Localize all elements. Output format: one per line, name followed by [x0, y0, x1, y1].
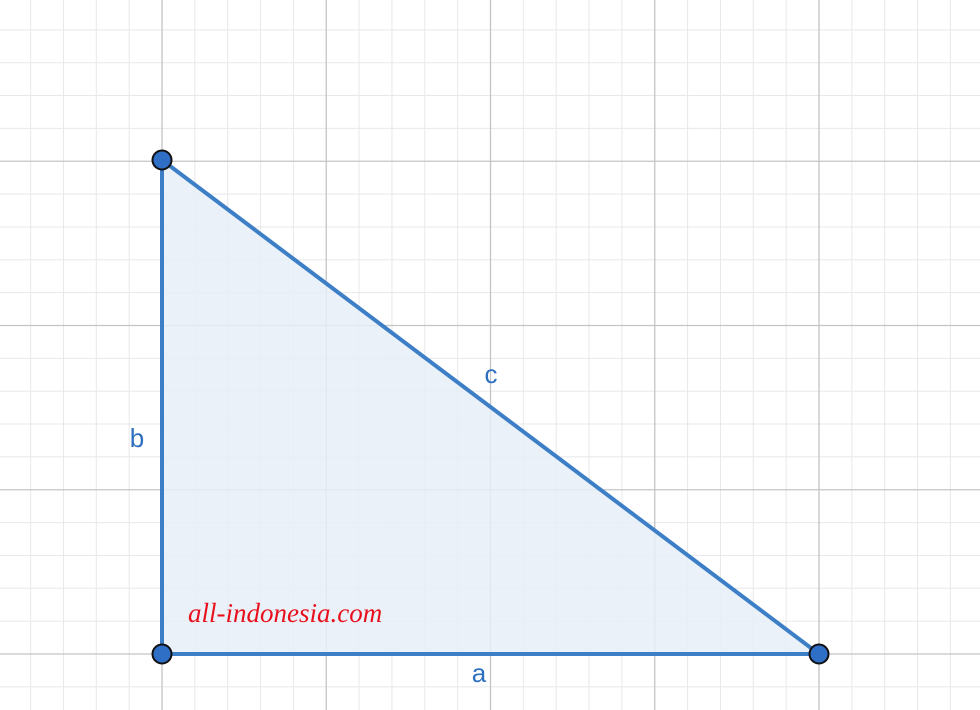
- side-a-label: a: [472, 658, 487, 688]
- side-c-label: c: [485, 359, 498, 389]
- side-c-line: [160, 158, 821, 656]
- vertex-top[interactable]: [151, 149, 173, 171]
- vertex-right-angle[interactable]: [151, 643, 173, 665]
- watermark-text: all-indonesia.com: [188, 598, 382, 628]
- side-b-label: b: [130, 423, 144, 453]
- vertex-right[interactable]: [808, 643, 830, 665]
